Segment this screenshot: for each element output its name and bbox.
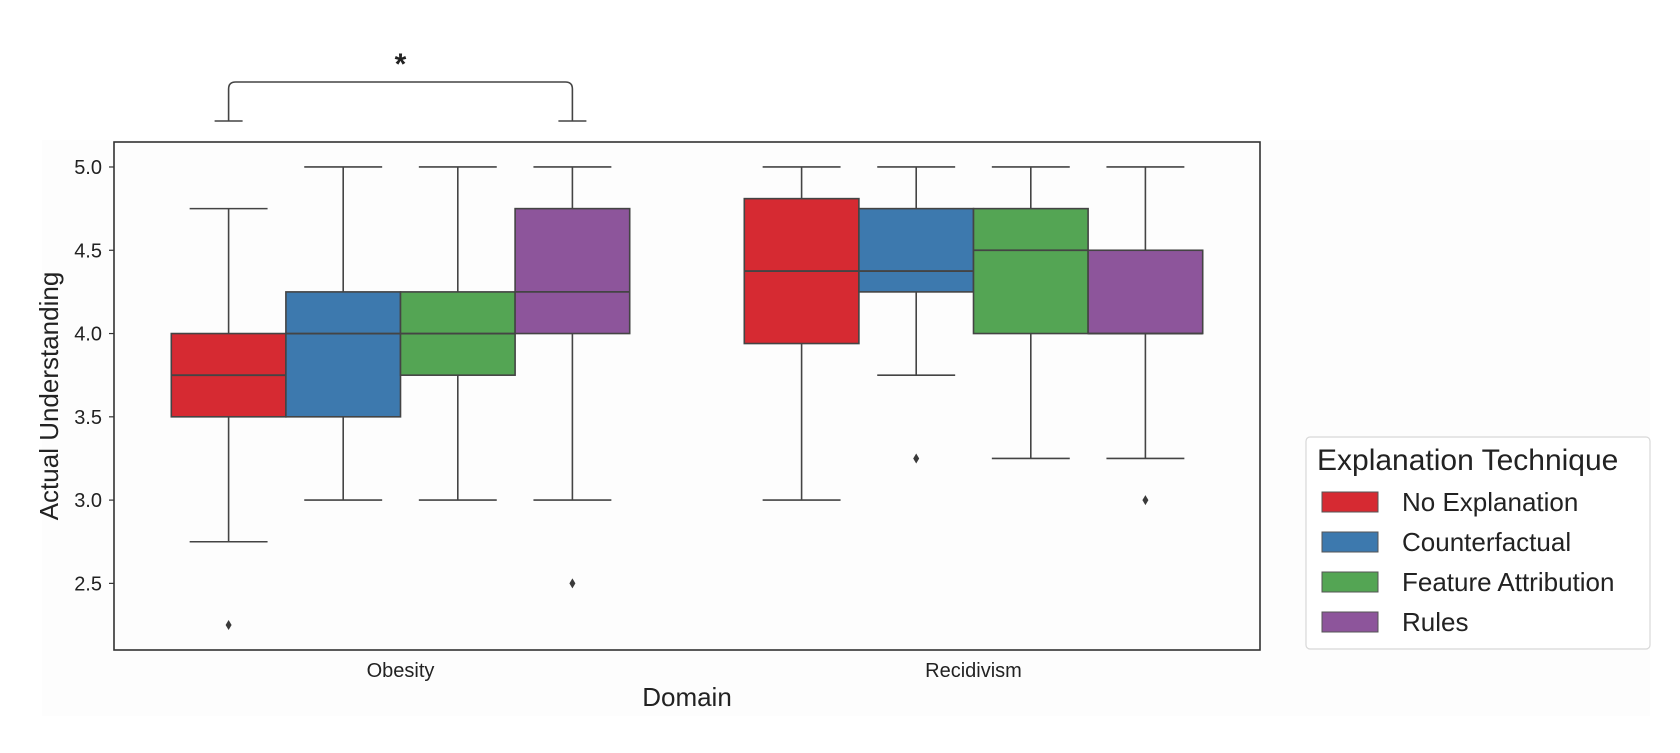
outlier-point — [225, 620, 232, 631]
legend-title: Explanation Technique — [1317, 444, 1618, 477]
y-tick-label: 5.0 — [74, 157, 102, 179]
legend-label: Feature Attribution — [1402, 567, 1614, 597]
box-no-explanation-obesity — [170, 207, 287, 631]
legend-label: Counterfactual — [1402, 527, 1571, 557]
box-feature-attribution-obesity — [399, 166, 516, 501]
x-axis-label: Domain — [642, 682, 732, 712]
legend-frame — [1305, 436, 1651, 650]
box-iqr — [514, 207, 631, 335]
significance-bracket — [227, 81, 574, 121]
y-tick-label: 3.5 — [74, 407, 102, 429]
annotations-layer: * — [214, 48, 587, 122]
box-rules-recidivism — [1087, 166, 1204, 506]
y-tick-label: 4.5 — [74, 240, 102, 262]
y-tick-label: 3.0 — [74, 490, 102, 512]
outlier-point — [1142, 495, 1149, 506]
box-iqr — [858, 207, 975, 293]
legend-swatch — [1321, 611, 1379, 633]
legend: Explanation Technique No Explanation Coun… — [1305, 436, 1651, 650]
box-iqr — [1087, 249, 1204, 335]
y-tick-label: 2.5 — [74, 573, 102, 595]
legend-item: Feature Attribution — [1321, 567, 1614, 597]
outlier-point — [569, 578, 576, 589]
legend-label: No Explanation — [1402, 487, 1578, 517]
legend-label: Rules — [1402, 607, 1468, 637]
significance-label: * — [395, 48, 407, 81]
x-axis: Obesity Recidivism — [367, 660, 1022, 682]
boxes-layer — [170, 166, 1204, 631]
x-tick-label: Recidivism — [925, 660, 1022, 682]
box-iqr — [285, 291, 402, 418]
legend-swatch — [1321, 571, 1379, 593]
y-axis-label: Actual Understanding — [34, 272, 64, 521]
legend-swatch — [1321, 531, 1379, 553]
legend-items: No Explanation Counterfactual Feature Attr… — [1321, 487, 1614, 637]
outlier-point — [913, 453, 920, 464]
legend-item: No Explanation — [1321, 487, 1578, 517]
box-iqr — [972, 207, 1089, 335]
box-rules-obesity — [514, 166, 631, 589]
y-tick-label: 4.0 — [74, 324, 102, 346]
x-tick-label: Obesity — [367, 660, 435, 682]
box-counterfactual-recidivism — [858, 166, 975, 464]
legend-item: Counterfactual — [1321, 527, 1571, 557]
box-no-explanation-recidivism — [743, 166, 860, 501]
y-axis: 2.5 3.0 3.5 4.0 4.5 5.0 — [74, 157, 114, 595]
box-counterfactual-obesity — [285, 166, 402, 501]
legend-swatch — [1321, 491, 1379, 513]
legend-item: Rules — [1321, 607, 1468, 637]
